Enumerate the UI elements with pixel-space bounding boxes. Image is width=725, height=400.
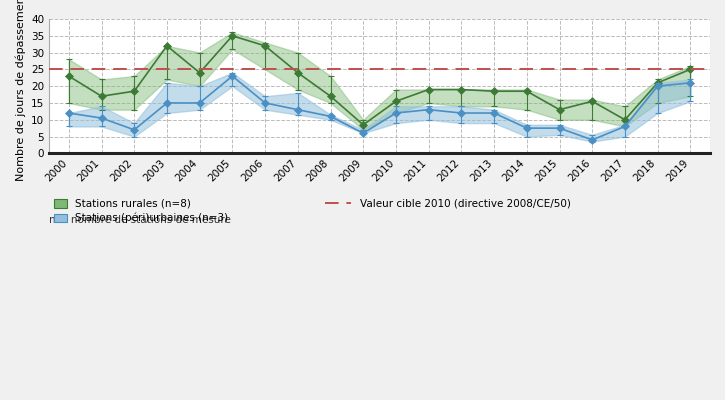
Y-axis label: Nombre de jours de dépassement: Nombre de jours de dépassement	[15, 0, 25, 181]
Legend: Valeur cible 2010 (directive 2008/CE/50): Valeur cible 2010 (directive 2008/CE/50)	[326, 199, 571, 209]
Text: n = nombre de stations de mesure: n = nombre de stations de mesure	[49, 215, 231, 225]
